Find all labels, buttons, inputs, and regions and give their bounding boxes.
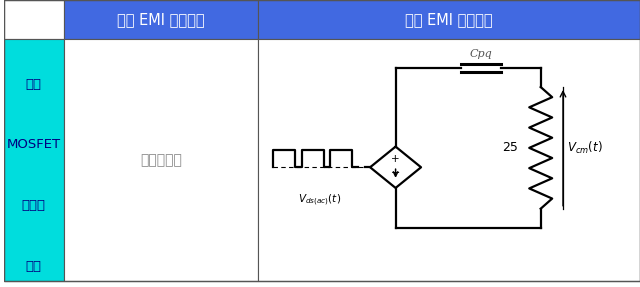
- Text: $V_{ds(ac)}(t)$: $V_{ds(ac)}(t)$: [298, 193, 340, 208]
- Bar: [258, 0, 640, 39]
- Text: 电压引: 电压引: [22, 199, 45, 212]
- Text: Cpq: Cpq: [470, 49, 492, 59]
- Text: +: +: [391, 154, 400, 164]
- Bar: [258, 39, 640, 281]
- Text: −: −: [391, 168, 400, 179]
- Text: 25: 25: [502, 141, 518, 154]
- Text: MOSFET: MOSFET: [6, 138, 61, 151]
- Bar: [3, 0, 64, 39]
- Text: 差模 EMI 等效电路: 差模 EMI 等效电路: [117, 12, 205, 27]
- Text: 原边: 原边: [26, 78, 42, 91]
- Bar: [64, 39, 258, 281]
- Text: $V_{cm}(t)$: $V_{cm}(t)$: [568, 140, 603, 156]
- Bar: [64, 0, 258, 39]
- Text: 起的: 起的: [26, 260, 42, 273]
- Text: 无差模噪声: 无差模噪声: [140, 153, 182, 167]
- Text: 共模 EMI 等效电路: 共模 EMI 等效电路: [405, 12, 493, 27]
- Bar: [3, 39, 64, 281]
